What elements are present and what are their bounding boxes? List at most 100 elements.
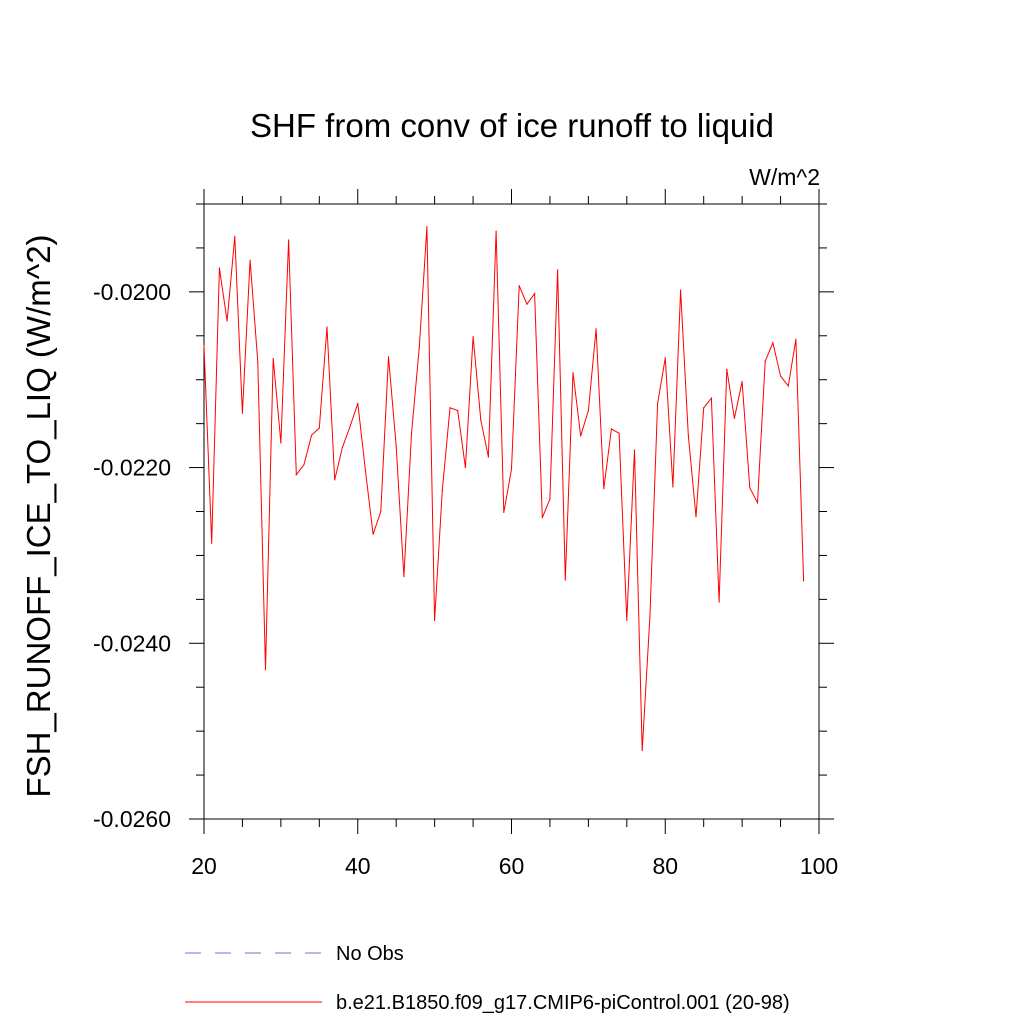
data-point (557, 269, 559, 271)
data-point (595, 328, 597, 330)
data-point (280, 442, 282, 444)
data-point (526, 303, 528, 305)
data-point (703, 407, 705, 409)
data-point (633, 449, 636, 451)
data-point (657, 402, 659, 404)
data-point (395, 445, 397, 448)
legend-label: No Obs (336, 943, 404, 965)
data-point (618, 432, 620, 434)
chart-title: SHF from conv of ice runoff to liquid (250, 107, 774, 144)
data-point (626, 619, 628, 622)
data-point (218, 267, 220, 269)
data-point (510, 468, 513, 470)
x-ticks: 20 40 60 80 100 (191, 189, 838, 879)
data-point (334, 479, 336, 481)
data-point (418, 346, 420, 348)
data-point (295, 474, 297, 476)
data-point (534, 293, 536, 295)
data-point (610, 428, 613, 430)
y-ticks: -0.0260 -0.0240 -0.0220 -0.0200 (93, 203, 834, 832)
x-tick-label: 80 (652, 853, 678, 879)
data-point (718, 601, 720, 603)
data-point (710, 397, 713, 399)
data-point (580, 435, 582, 437)
data-point (772, 342, 774, 344)
x-tick-label: 100 (800, 853, 838, 879)
data-point (449, 407, 451, 409)
data-point (572, 372, 574, 374)
data-point (641, 749, 643, 752)
data-point (687, 434, 689, 436)
data-point (349, 425, 351, 427)
data-point (480, 419, 482, 421)
data-point (564, 579, 566, 581)
data-point (487, 456, 489, 458)
data-point (288, 239, 290, 241)
data-point (649, 616, 651, 618)
plot-frame (203, 203, 820, 820)
data-point (434, 619, 436, 622)
data-point (803, 580, 805, 582)
data-point (441, 489, 443, 491)
y-tick-label: -0.0240 (93, 630, 171, 656)
data-point (272, 358, 274, 360)
data-point (380, 510, 382, 513)
data-point (472, 336, 474, 338)
y-tick-label: -0.0200 (93, 279, 171, 305)
data-point (387, 356, 390, 358)
data-point (780, 375, 782, 377)
series-line (203, 226, 805, 751)
data-point (495, 230, 497, 232)
series-layer (203, 226, 805, 752)
data-point (326, 326, 328, 328)
data-point (795, 338, 797, 340)
x-tick-label: 20 (191, 853, 217, 879)
data-point (549, 498, 551, 500)
data-point (264, 669, 267, 671)
x-tick-label: 40 (345, 853, 371, 879)
data-point (426, 226, 428, 228)
data-point (733, 417, 736, 419)
data-point (372, 533, 374, 535)
data-point (411, 431, 413, 433)
data-point (749, 487, 751, 489)
data-point (726, 368, 728, 370)
data-point (741, 380, 743, 383)
data-point (457, 409, 459, 412)
data-point (764, 360, 766, 362)
x-tick-label: 60 (499, 853, 525, 879)
data-point (249, 259, 251, 261)
data-point (756, 502, 759, 504)
data-point (587, 409, 590, 412)
data-point (541, 517, 543, 519)
data-point (203, 344, 205, 347)
data-point (211, 542, 213, 544)
units-label: W/m^2 (749, 164, 820, 190)
data-point (695, 516, 697, 518)
data-point (226, 320, 228, 322)
y-tick-label: -0.0260 (93, 806, 171, 832)
data-point (364, 469, 366, 471)
data-point (318, 427, 320, 429)
data-point (403, 575, 405, 578)
data-point (311, 434, 313, 436)
data-point (234, 235, 236, 238)
data-point (603, 488, 605, 490)
data-point (664, 357, 666, 359)
y-axis-label: FSH_RUNOFF_ICE_TO_LIQ (W/m^2) (20, 234, 57, 797)
data-point (503, 511, 505, 513)
data-point (357, 402, 359, 404)
y-tick-label: -0.0220 (93, 455, 171, 481)
data-point (680, 289, 682, 291)
data-point (241, 412, 243, 414)
legend: No Obs b.e21.B1850.f09_g17.CMIP6-piContro… (185, 943, 790, 1014)
data-point (303, 464, 305, 466)
data-point (672, 486, 674, 488)
data-point (341, 446, 343, 448)
legend-label: b.e21.B1850.f09_g17.CMIP6-piControl.001 … (336, 992, 790, 1014)
data-point (257, 361, 259, 363)
data-point (464, 467, 466, 469)
data-point (787, 385, 789, 387)
data-point (518, 285, 520, 287)
